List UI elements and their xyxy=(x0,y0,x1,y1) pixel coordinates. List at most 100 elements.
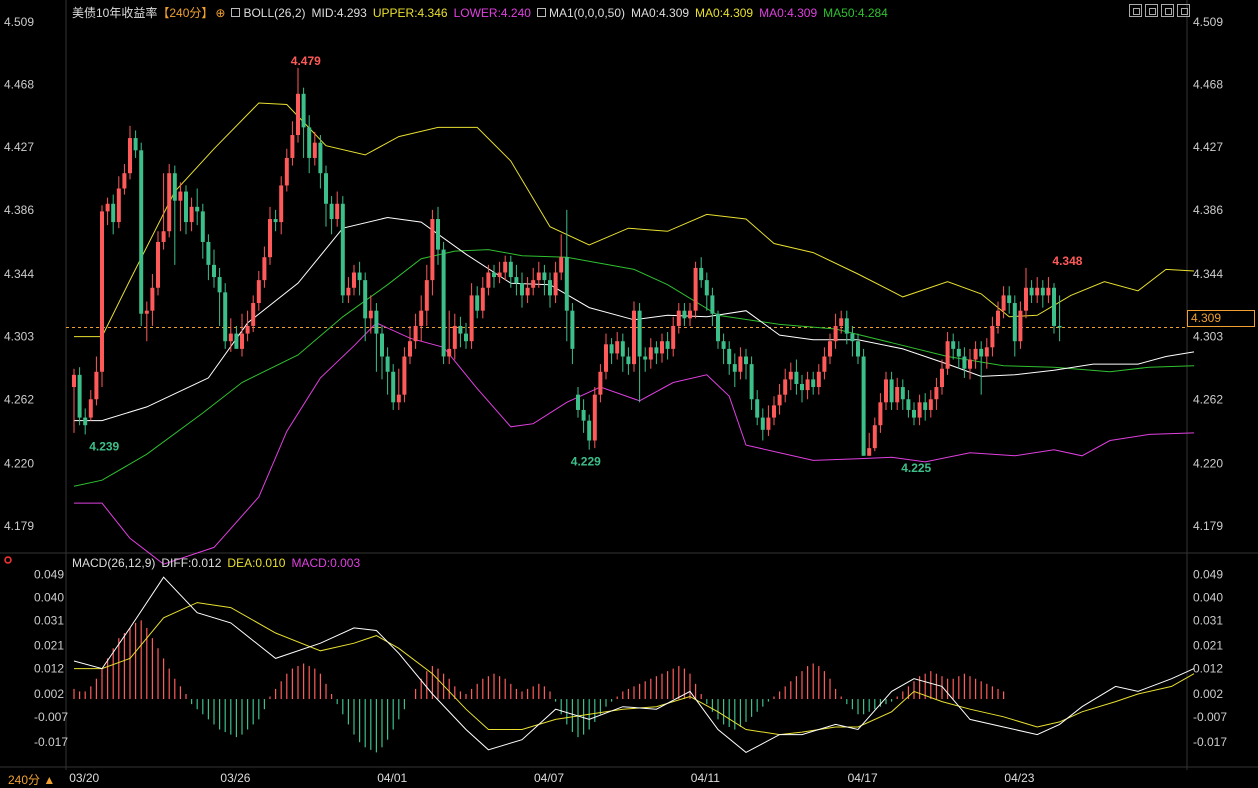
candle-body xyxy=(917,402,922,418)
ma0-yellow: MA0:4.309 xyxy=(695,5,754,20)
candle-body xyxy=(374,310,379,334)
candle-body xyxy=(240,333,244,349)
candle-body xyxy=(430,219,435,281)
candle-body xyxy=(340,203,345,296)
candle-body xyxy=(632,310,636,365)
candle-body xyxy=(749,364,754,400)
layout-icon[interactable] xyxy=(1145,4,1158,17)
maximize-icon[interactable] xyxy=(1177,4,1190,17)
candle-body xyxy=(346,287,351,296)
candle-body xyxy=(503,261,508,273)
candle-body xyxy=(648,347,653,360)
candle-body xyxy=(184,191,188,223)
y-tick-left: 4.303 xyxy=(4,330,34,344)
y-tick-left: 4.386 xyxy=(4,203,34,217)
candle-body xyxy=(424,280,429,311)
candle-body xyxy=(1024,287,1028,311)
candle-body xyxy=(559,257,564,273)
candle-body xyxy=(234,333,239,349)
chart-toolbar xyxy=(1129,4,1190,17)
crosshair-icon[interactable] xyxy=(1129,4,1142,17)
candle-body xyxy=(531,280,536,288)
candle-body xyxy=(223,292,228,342)
candle-body xyxy=(788,371,793,380)
y-tick-right: 4.220 xyxy=(1193,456,1223,470)
candle-body xyxy=(928,399,933,410)
candle-body xyxy=(284,157,289,186)
candle-body xyxy=(122,173,127,189)
macd-tick-right: 0.040 xyxy=(1193,590,1223,604)
candle-body xyxy=(688,310,692,319)
candle-body xyxy=(290,135,295,158)
candle-body xyxy=(486,272,491,288)
candle-body xyxy=(469,295,474,342)
candle-body xyxy=(228,333,233,342)
candle-body xyxy=(828,341,832,357)
candle-body xyxy=(643,356,648,360)
candle-body xyxy=(396,394,401,403)
candle-body xyxy=(676,310,681,326)
x-tick-label: 04/11 xyxy=(691,771,720,785)
split-icon[interactable] xyxy=(1161,4,1174,17)
y-tick-left: 4.509 xyxy=(4,15,34,29)
candle-body xyxy=(760,417,765,430)
candle-body xyxy=(385,356,390,372)
candle-body xyxy=(732,364,737,372)
candle-body xyxy=(777,394,782,406)
candle-body xyxy=(956,348,961,357)
macd-tick-left: 0.031 xyxy=(34,613,64,627)
ma50-value: MA50:4.284 xyxy=(823,5,888,20)
candle-body xyxy=(604,344,608,372)
candle-body xyxy=(783,379,788,395)
candle-body xyxy=(548,280,552,296)
candle-body xyxy=(111,203,116,223)
y-tick-left: 4.344 xyxy=(4,267,34,281)
macd-value: MACD:0.003 xyxy=(291,556,361,570)
candle-body xyxy=(704,280,709,296)
candle-body xyxy=(872,425,877,449)
boll-mid-line xyxy=(74,216,1195,422)
period-label[interactable]: 【240分】 xyxy=(157,6,214,20)
candle-body xyxy=(391,371,396,403)
candle-body xyxy=(256,280,261,304)
candle-body xyxy=(884,379,888,403)
candle-body xyxy=(962,356,967,369)
candle-body xyxy=(441,249,446,357)
y-tick-right: 4.468 xyxy=(1193,78,1223,92)
candle-body xyxy=(744,356,748,365)
candle-body xyxy=(693,267,698,311)
ma0-white: MA0:4.309 xyxy=(631,5,690,20)
macd-header: MACD(26,12,9) DIFF:0.012 DEA:0.010 MACD:… xyxy=(72,556,360,570)
candle-body xyxy=(475,295,480,311)
candle-body xyxy=(352,272,356,288)
candle-body xyxy=(620,341,625,357)
candle-body xyxy=(94,371,99,400)
ma-toggle-icon[interactable] xyxy=(536,8,546,17)
candle-body xyxy=(413,325,418,342)
candle-body xyxy=(996,310,1000,326)
candle-body xyxy=(324,173,328,204)
candle-body xyxy=(363,280,368,319)
candle-body xyxy=(581,409,586,421)
settings-icon[interactable]: ⊕ xyxy=(215,5,226,20)
boll-lower: LOWER:4.240 xyxy=(453,5,531,20)
candle-body xyxy=(940,368,944,388)
period-switch[interactable]: 240分 ▲ xyxy=(8,773,56,787)
x-tick-label: 03/20 xyxy=(69,771,99,785)
candle-body xyxy=(296,93,300,136)
candle-body xyxy=(755,399,760,418)
candle-body xyxy=(245,325,250,334)
candle-body xyxy=(178,191,183,201)
macd-tick-left: -0.007 xyxy=(34,710,68,724)
candle-body xyxy=(968,359,972,369)
ma0-magenta: MA0:4.309 xyxy=(759,5,818,20)
candle-body xyxy=(800,383,804,391)
boll-toggle-icon[interactable] xyxy=(231,8,241,17)
macd-diff-line xyxy=(73,576,1195,753)
instrument-title: 美债10年收益率 xyxy=(72,6,158,20)
candle-body xyxy=(156,241,160,288)
candle-body xyxy=(772,405,776,418)
candle-body xyxy=(1040,287,1045,296)
y-tick-left: 4.220 xyxy=(4,456,34,470)
